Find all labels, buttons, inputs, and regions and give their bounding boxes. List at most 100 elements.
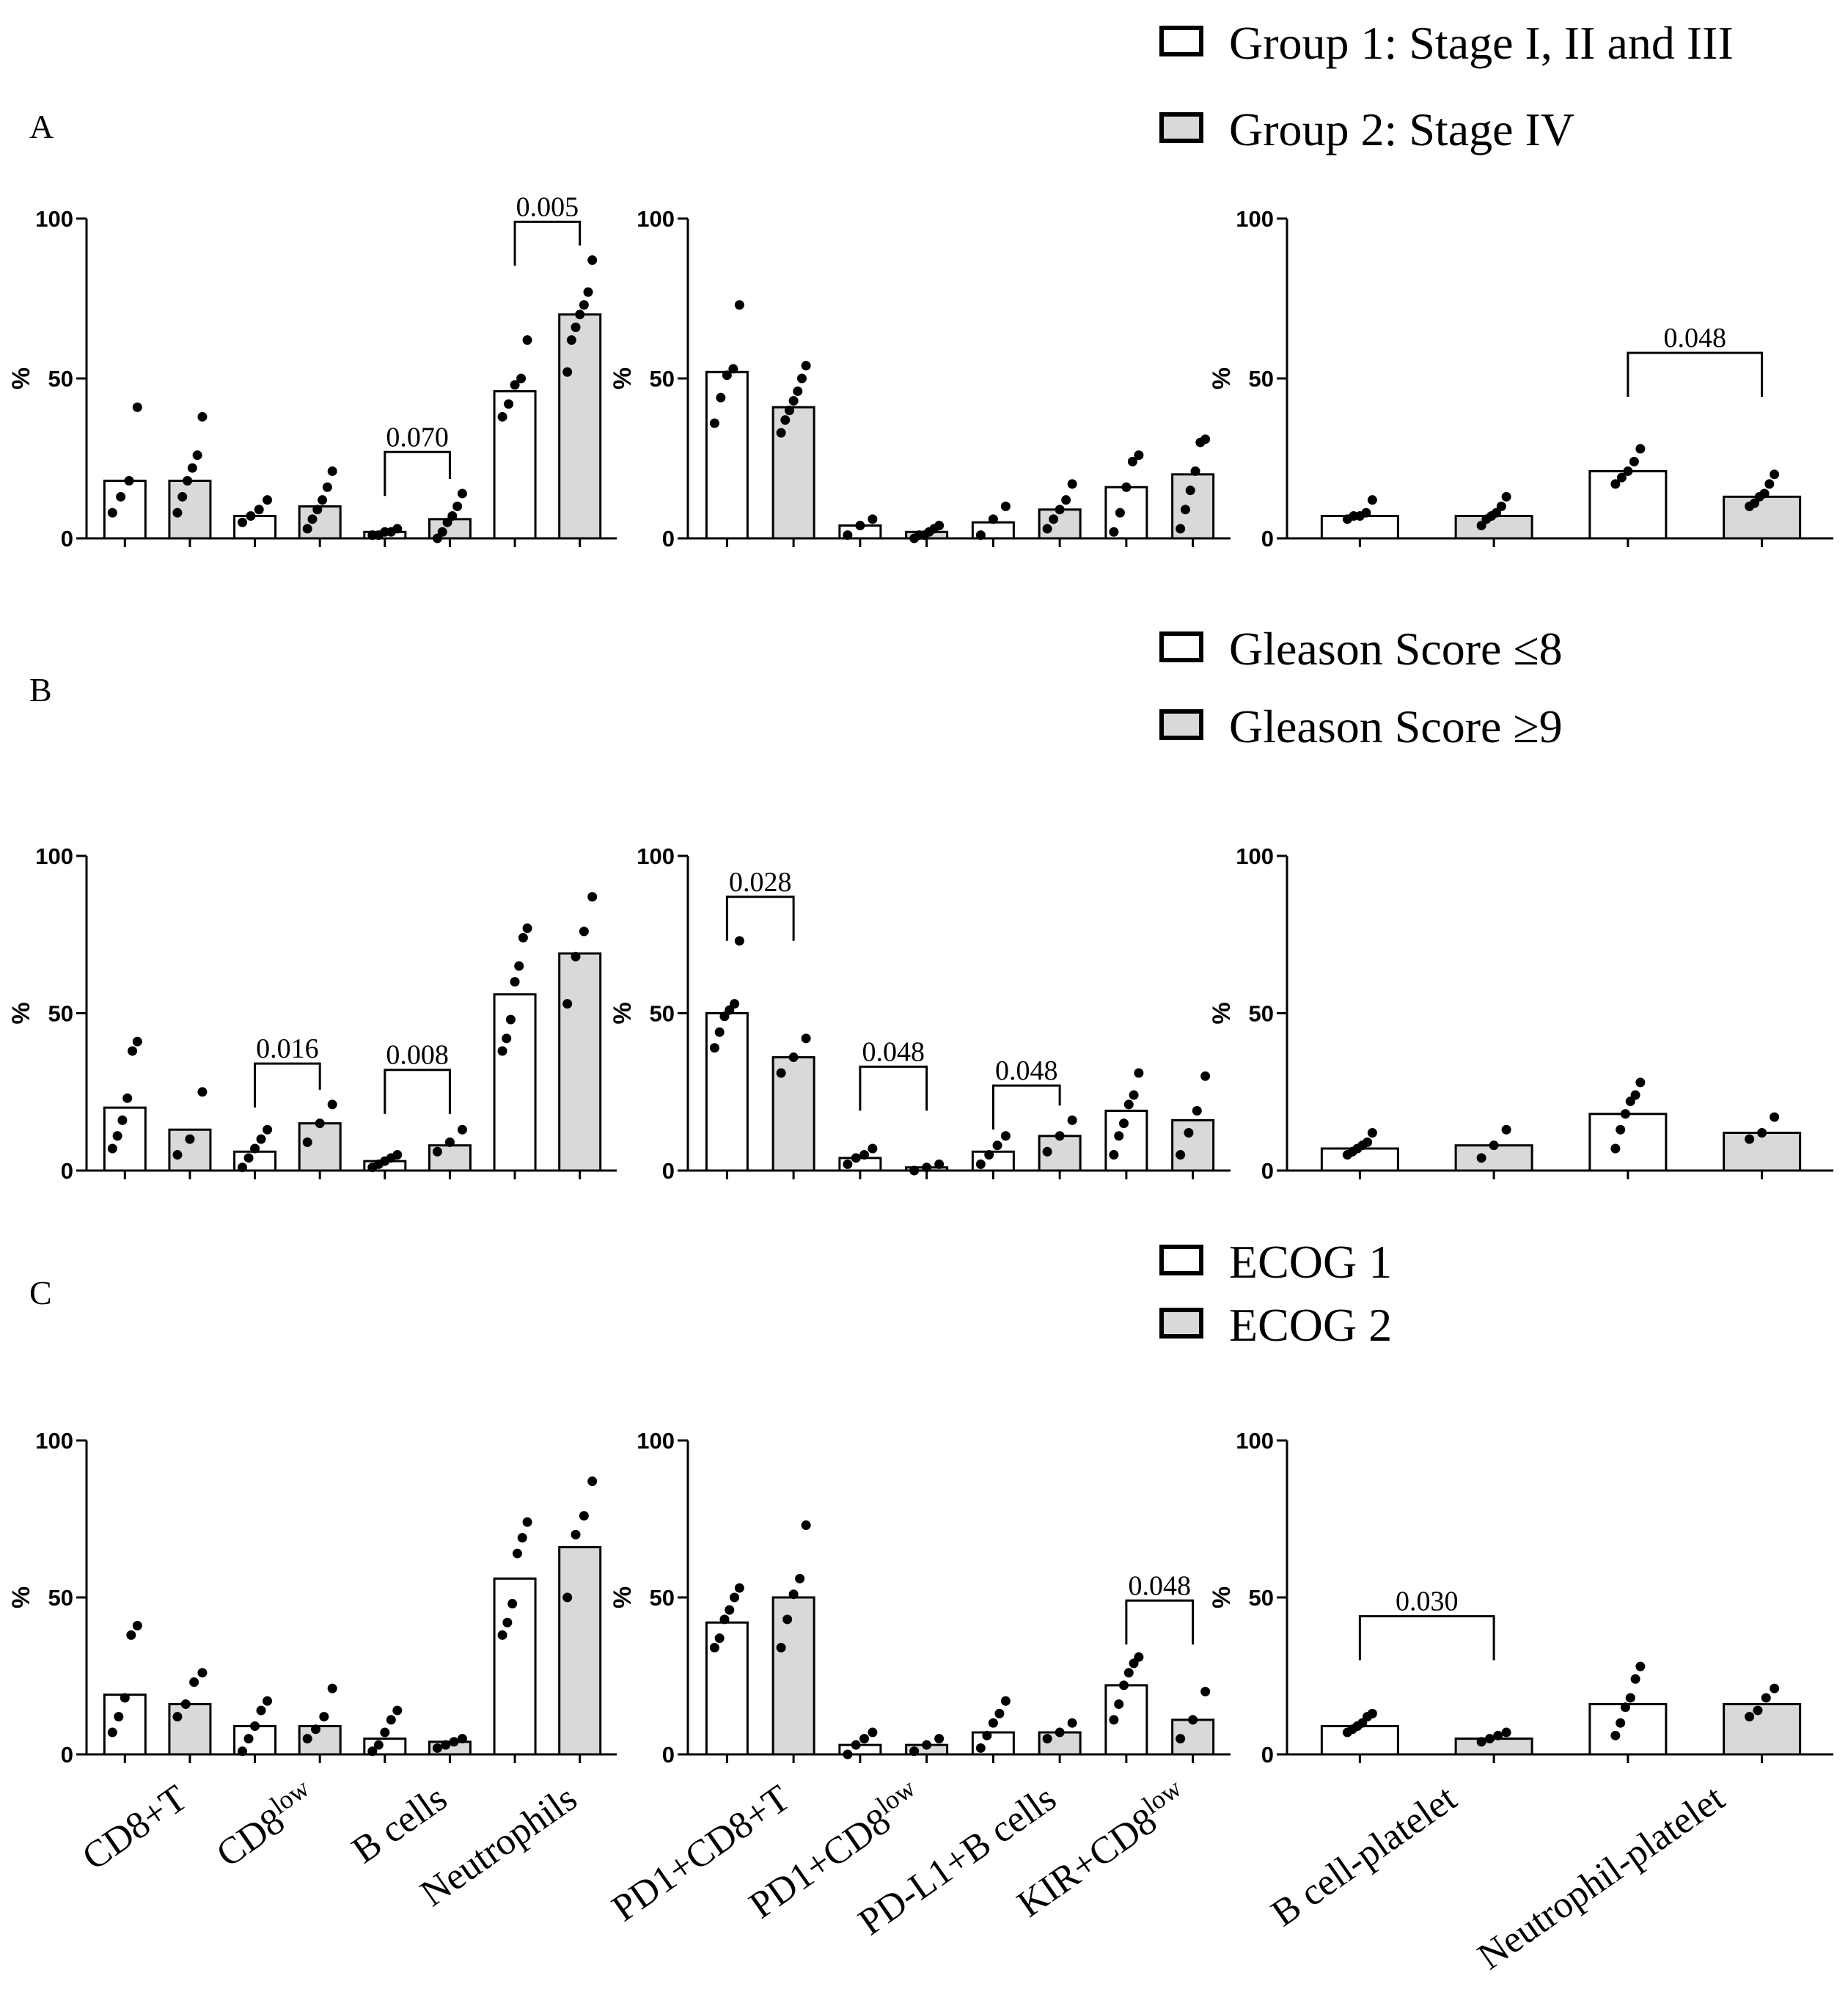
y-tick-label: 50 [48, 1001, 73, 1027]
data-point [1118, 1118, 1129, 1129]
data-point [1367, 1128, 1377, 1138]
data-point [1635, 1661, 1646, 1671]
legend-swatch-1 [1159, 631, 1203, 662]
data-point [728, 364, 738, 374]
data-point [1616, 1124, 1626, 1135]
data-point [1049, 514, 1059, 524]
data-point [788, 396, 799, 406]
panel-letter-c: C [29, 1274, 52, 1311]
y-tick-label: 0 [662, 1158, 675, 1184]
y-tick-label: 100 [35, 843, 73, 869]
data-point [256, 1705, 266, 1715]
data-point [172, 1150, 183, 1160]
data-point [988, 1718, 998, 1728]
y-axis-label: % [609, 1586, 637, 1608]
data-point [1180, 505, 1190, 515]
data-point [1610, 1730, 1621, 1740]
data-point [311, 1724, 321, 1735]
data-point [1759, 488, 1770, 499]
data-point [522, 335, 532, 345]
bar [705, 1012, 749, 1172]
chart-b-3: 0 50 100% [1208, 843, 1833, 1184]
data-point [1123, 1099, 1134, 1110]
significance-bracket [384, 1069, 451, 1114]
data-point [859, 1734, 870, 1744]
p-value-label: 0.048 [1664, 323, 1727, 354]
data-point [263, 1696, 273, 1706]
data-point [851, 1740, 861, 1750]
data-point [180, 1699, 191, 1710]
data-point [197, 1087, 208, 1097]
data-point [1000, 1131, 1011, 1141]
data-point [367, 1746, 378, 1757]
data-point [124, 476, 134, 486]
data-point [1134, 450, 1144, 461]
data-point [1176, 1734, 1186, 1744]
x-category-label: CD8+T [75, 1777, 194, 1878]
bar [1723, 1132, 1802, 1172]
data-point [922, 1740, 932, 1750]
y-axis-label: % [609, 367, 637, 389]
data-point [302, 1137, 312, 1147]
data-point [975, 1159, 986, 1169]
data-point [1367, 495, 1377, 505]
significance-bracket [859, 1065, 928, 1111]
data-point [784, 406, 794, 416]
bar [558, 952, 602, 1172]
data-point [457, 488, 467, 499]
p-value-label: 0.030 [1396, 1586, 1459, 1617]
data-point [1770, 1112, 1780, 1122]
data-point [457, 1734, 467, 1744]
data-point [172, 508, 183, 518]
data-point [380, 1727, 390, 1737]
y-tick-label: 100 [1236, 843, 1274, 869]
y-axis-label: % [7, 367, 35, 389]
data-point [1121, 482, 1132, 492]
y-tick-label: 50 [1249, 1585, 1274, 1611]
data-point [522, 1517, 532, 1527]
bar [103, 1693, 147, 1756]
data-point [510, 380, 520, 390]
bar [1723, 1703, 1802, 1756]
legend-label-1: ECOG 1 [1229, 1236, 1392, 1288]
y-tick-label: 50 [650, 366, 675, 392]
data-point [734, 936, 744, 946]
legend-swatch-2 [1159, 709, 1203, 740]
data-point [432, 533, 442, 543]
y-tick-label: 100 [637, 843, 675, 869]
data-point [514, 961, 524, 971]
data-point [934, 521, 945, 531]
data-point [1042, 1734, 1052, 1744]
bar [1171, 1118, 1215, 1172]
data-point [107, 1727, 117, 1737]
significance-bracket [725, 896, 795, 941]
data-point [517, 1533, 527, 1543]
data-point [1501, 1727, 1511, 1737]
data-point [1749, 498, 1759, 508]
y-tick-label: 100 [35, 206, 73, 232]
data-point [441, 1740, 451, 1750]
data-point [522, 923, 532, 934]
data-point [128, 1046, 138, 1056]
data-point [432, 1743, 442, 1753]
data-point [117, 1115, 128, 1125]
data-point [250, 1721, 260, 1731]
data-point [782, 1614, 793, 1625]
bar [298, 1122, 342, 1172]
data-point [975, 530, 986, 541]
data-point [1184, 1128, 1194, 1138]
data-point [1000, 1696, 1011, 1706]
data-point [982, 1730, 992, 1740]
data-point [392, 524, 403, 534]
p-value-label: 0.048 [862, 1036, 925, 1067]
data-point [571, 322, 581, 332]
data-point [1176, 1150, 1186, 1160]
data-point [587, 1476, 598, 1487]
data-point [238, 1746, 248, 1757]
data-point [452, 501, 463, 511]
y-tick-label: 0 [662, 1742, 675, 1768]
data-point [709, 1642, 719, 1652]
data-point [1492, 508, 1502, 518]
data-point [432, 1146, 442, 1157]
data-point [934, 1159, 945, 1169]
